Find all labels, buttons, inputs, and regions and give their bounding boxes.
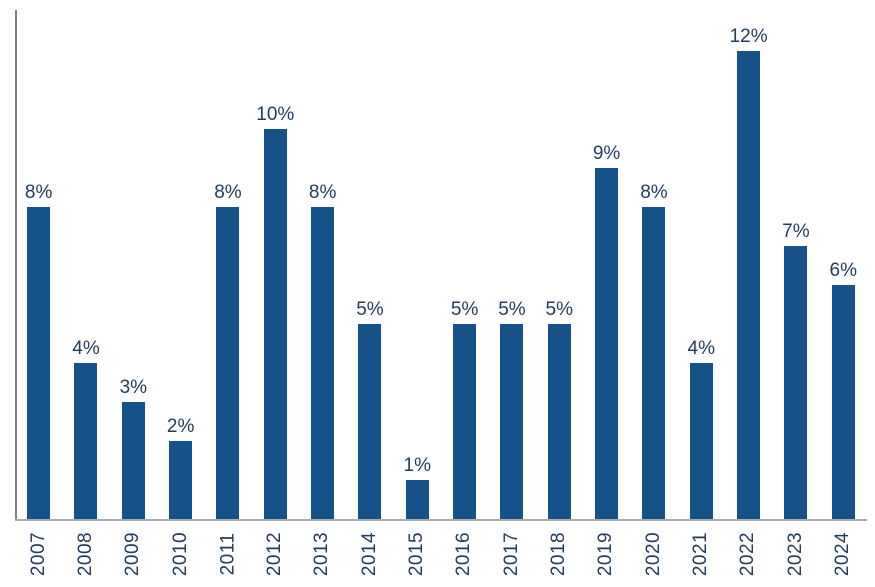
year-label: 2010 [169, 531, 191, 577]
year-label-cell: 2008 [62, 523, 109, 585]
bar-column: 5% [441, 0, 488, 519]
plot-area: 8% 4% 3% 2% 8% 10% 8% 5% 1% 5% 5% 5% 9% 8% 4% 12% 7% 6% [15, 0, 867, 519]
bar [121, 402, 145, 519]
x-axis-labels: 2007 2008 2009 2010 2011 2012 2013 2014 2015 2016… [15, 523, 867, 585]
bar [263, 129, 287, 519]
year-label: 2021 [690, 531, 712, 577]
year-label-cell: 2014 [346, 523, 393, 585]
year-label-cell: 2016 [441, 523, 488, 585]
bar [500, 324, 524, 519]
bar [358, 324, 382, 519]
bar [642, 207, 666, 519]
bar-column: 3% [110, 0, 157, 519]
year-label: 2017 [500, 531, 522, 577]
bar [74, 363, 98, 519]
bar-value-label: 8% [308, 182, 337, 203]
year-label-cell: 2010 [157, 523, 204, 585]
bar-value-label: 4% [687, 338, 715, 359]
bar [737, 51, 761, 519]
bar-value-label: 9% [592, 143, 621, 164]
year-label: 2024 [832, 531, 854, 577]
x-axis-line [15, 519, 867, 521]
year-label-cell: 2015 [394, 523, 441, 585]
bar [689, 363, 713, 519]
year-label: 2016 [453, 531, 475, 577]
year-label-cell: 2017 [488, 523, 535, 585]
bar [311, 207, 335, 519]
bar-column: 8% [630, 0, 677, 519]
bar-value-label: 12% [729, 26, 768, 47]
bar-column: 8% [299, 0, 346, 519]
bar-value-label: 5% [450, 299, 479, 320]
bar-value-label: 5% [356, 299, 384, 320]
bar-column: 7% [772, 0, 819, 519]
bar-column: 10% [252, 0, 299, 519]
bar-column: 4% [678, 0, 725, 519]
bar-column: 5% [346, 0, 393, 519]
bar-column: 5% [488, 0, 535, 519]
bar [405, 480, 429, 519]
year-label-cell: 2011 [204, 523, 251, 585]
bar-column: 1% [394, 0, 441, 519]
year-label: 2011 [216, 532, 238, 576]
year-label-cell: 2019 [583, 523, 630, 585]
year-label: 2020 [642, 531, 664, 577]
year-label-cell: 2021 [678, 523, 725, 585]
bar-column: 8% [15, 0, 62, 519]
bar-value-label: 10% [256, 104, 295, 125]
bar-column: 12% [725, 0, 772, 519]
year-label-cell: 2020 [630, 523, 677, 585]
bar-value-label: 8% [640, 182, 668, 203]
bar-value-label: 3% [119, 377, 148, 398]
year-label-cell: 2009 [110, 523, 157, 585]
year-label: 2012 [264, 531, 286, 577]
bar-value-label: 7% [782, 221, 810, 242]
bar-value-label: 1% [403, 455, 432, 476]
year-label: 2007 [27, 531, 49, 577]
bar [784, 246, 808, 519]
year-label: 2015 [406, 531, 428, 577]
bar-column: 4% [62, 0, 109, 519]
year-label: 2019 [595, 531, 617, 577]
year-label: 2023 [784, 531, 806, 577]
bar-column: 9% [583, 0, 630, 519]
year-label: 2013 [311, 531, 333, 577]
bar-value-label: 8% [214, 182, 242, 203]
year-label: 2022 [737, 531, 759, 577]
year-label-cell: 2024 [820, 523, 867, 585]
bar-value-label: 5% [545, 299, 573, 320]
bar-value-label: 6% [829, 260, 857, 281]
bar-column: 8% [204, 0, 251, 519]
year-label-cell: 2022 [725, 523, 772, 585]
bar [216, 207, 240, 519]
y-axis-line [15, 10, 17, 521]
bar-value-label: 8% [24, 182, 53, 203]
year-label-cell: 2023 [772, 523, 819, 585]
bar [169, 441, 193, 519]
bar-value-label: 5% [498, 299, 526, 320]
year-label: 2009 [122, 531, 144, 577]
bar [547, 324, 571, 519]
bar [27, 207, 51, 519]
bar [453, 324, 477, 519]
bar-value-label: 2% [166, 416, 195, 437]
bar-column: 6% [820, 0, 867, 519]
year-label-cell: 2012 [252, 523, 299, 585]
bar-column: 5% [536, 0, 583, 519]
bar [831, 285, 855, 519]
year-label: 2018 [548, 531, 570, 577]
year-label-cell: 2007 [15, 523, 62, 585]
year-label: 2014 [358, 531, 380, 577]
bar-column: 2% [157, 0, 204, 519]
bar [595, 168, 619, 519]
bar-value-label: 4% [72, 338, 100, 359]
year-label: 2008 [74, 531, 96, 577]
year-label-cell: 2013 [299, 523, 346, 585]
year-label-cell: 2018 [536, 523, 583, 585]
